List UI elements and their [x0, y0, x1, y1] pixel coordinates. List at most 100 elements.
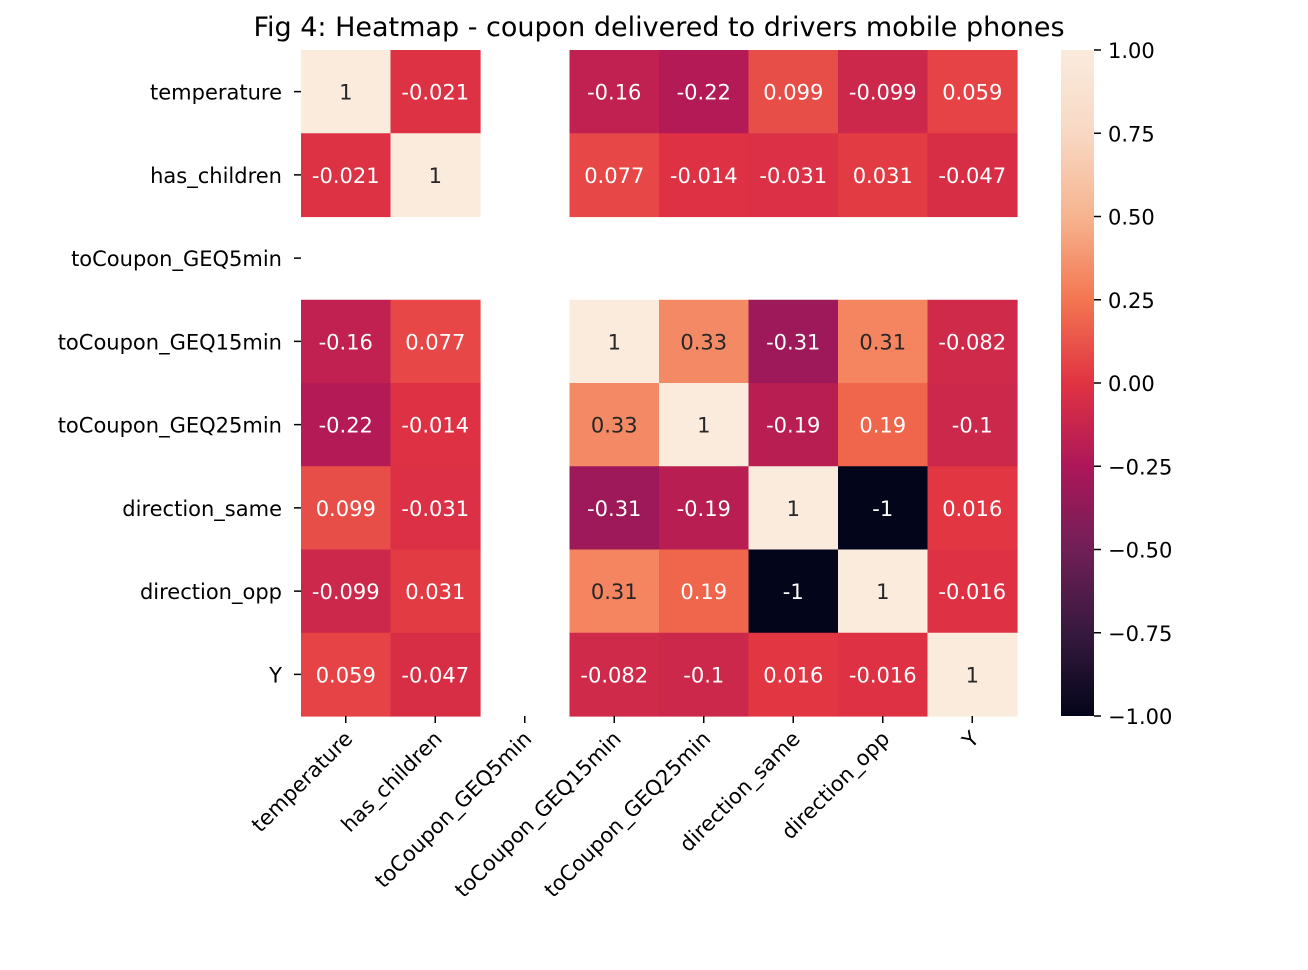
heatmap-cell: [569, 299, 660, 384]
cell-value-label: -0.014: [670, 164, 738, 188]
colorbar-tick-label: 0.50: [1108, 206, 1155, 230]
row-label: direction_opp: [140, 580, 282, 605]
cell-value-label: 0.31: [859, 330, 906, 354]
column-label: toCoupon_GEQ15min: [450, 727, 626, 903]
heatmap-cell: [927, 383, 1018, 467]
heatmap-cell: [748, 299, 839, 384]
cell-value-label: 1: [608, 330, 621, 354]
cell-value-label: 0.016: [942, 497, 1002, 521]
cell-value-label: -0.19: [677, 497, 731, 521]
cell-value-label: 0.059: [316, 663, 376, 687]
cell-value-label: 0.19: [680, 580, 727, 604]
heatmap-cell: [927, 50, 1018, 134]
colorbar-tick-label: −1.00: [1108, 705, 1172, 729]
heatmap-cell: [838, 133, 929, 218]
heatmap-cell: [301, 133, 392, 218]
column-label: toCoupon_GEQ25min: [540, 727, 716, 903]
cell-value-label: 0.19: [859, 414, 906, 438]
colorbar-tick-label: 0.75: [1108, 122, 1155, 146]
column-labels: temperaturehas_childrentoCoupon_GEQ5mint…: [247, 716, 984, 903]
cell-value-label: -0.031: [401, 497, 469, 521]
cell-value-label: -0.016: [849, 663, 917, 687]
heatmap-cell: [659, 50, 750, 134]
row-label: Y: [268, 663, 282, 687]
cell-value-label: -1: [783, 580, 804, 604]
cell-value-label: -0.031: [759, 164, 827, 188]
heatmap-cell: [569, 133, 660, 218]
cell-value-label: -0.014: [401, 414, 469, 438]
cell-value-label: -0.16: [319, 330, 373, 354]
cell-value-label: -0.16: [587, 81, 641, 105]
heatmap-cells: 1 -0.021 -0.16 -0.22 0.099 -0.099 0.059 -0.021 1…: [301, 50, 1018, 717]
cell-value-label: 1: [429, 164, 442, 188]
heatmap-cell: [659, 299, 750, 384]
colorbar-tick-label: 0.25: [1108, 289, 1155, 313]
heatmap-cell: [390, 50, 481, 134]
heatmap-cell: [301, 632, 392, 717]
heatmap-cell: [569, 549, 660, 634]
heatmap-cell: [390, 133, 481, 218]
colorbar-tick-label: −0.25: [1108, 455, 1172, 479]
heatmap-cell: [748, 549, 839, 634]
heatmap-cell: [301, 466, 392, 551]
heatmap-cell: [390, 383, 481, 467]
row-label: has_children: [150, 164, 282, 189]
heatmap-cell: [390, 466, 481, 551]
cell-value-label: -0.047: [401, 663, 469, 687]
cell-value-label: -0.016: [938, 580, 1006, 604]
cell-value-label: 0.099: [763, 81, 823, 105]
heatmap-cell: [569, 466, 660, 551]
column-label: Y: [957, 726, 984, 753]
heatmap-cell: [390, 632, 481, 717]
cell-value-label: -0.082: [580, 663, 648, 687]
heatmap-cell: [748, 466, 839, 551]
heatmap-cell: [659, 383, 750, 467]
cell-value-label: -0.22: [319, 414, 373, 438]
cell-value-label: -0.047: [938, 164, 1006, 188]
cell-value-label: -0.1: [952, 414, 993, 438]
row-label: toCoupon_GEQ5min: [71, 247, 282, 272]
cell-value-label: -0.021: [401, 81, 469, 105]
colorbar-gradient: [1061, 50, 1094, 716]
cell-value-label: 0.33: [680, 330, 727, 354]
heatmap-cell: [659, 133, 750, 218]
heatmap-cell: [748, 383, 839, 467]
heatmap-cell: [748, 133, 839, 218]
heatmap-cell: [838, 50, 929, 134]
cell-value-label: -0.19: [766, 414, 820, 438]
cell-value-label: -0.082: [938, 330, 1006, 354]
row-label: toCoupon_GEQ15min: [58, 330, 282, 355]
cell-value-label: 1: [966, 663, 979, 687]
chart-title: Fig 4: Heatmap - coupon delivered to dri…: [253, 12, 1064, 43]
heatmap-cell: [927, 299, 1018, 384]
heatmap-cell: [301, 299, 392, 384]
cell-value-label: -0.099: [849, 81, 917, 105]
heatmap-cell: [659, 466, 750, 551]
cell-value-label: 0.031: [853, 164, 913, 188]
colorbar-tick-label: 0.00: [1108, 372, 1155, 396]
heatmap-cell: [838, 383, 929, 467]
heatmap-cell: [659, 632, 750, 717]
heatmap-cell: [927, 549, 1018, 634]
cell-value-label: 0.031: [405, 580, 465, 604]
cell-value-label: 1: [697, 414, 710, 438]
colorbar: 1.00 0.75 0.50 0.25 0.00 −0.25 −0.50 −0.75 −1.00: [1061, 39, 1172, 729]
row-label: direction_same: [122, 497, 282, 522]
cell-value-label: 1: [787, 497, 800, 521]
heatmap-cell: [301, 383, 392, 467]
cell-value-label: 1: [339, 81, 352, 105]
cell-value-label: -0.22: [677, 81, 731, 105]
heatmap-cell: [390, 549, 481, 634]
cell-value-label: 0.077: [584, 164, 644, 188]
cell-value-label: -0.021: [312, 164, 380, 188]
row-labels: temperature has_children toCoupon_GEQ5mint…: [58, 81, 301, 687]
cell-value-label: 0.31: [591, 580, 638, 604]
heatmap-cell: [838, 466, 929, 551]
heatmap-cell: [390, 299, 481, 384]
cell-value-label: -1: [872, 497, 893, 521]
heatmap-cell: [301, 549, 392, 634]
heatmap-cell: [838, 632, 929, 717]
colorbar-tick-label: −0.75: [1108, 622, 1172, 646]
heatmap-cell: [301, 50, 392, 134]
